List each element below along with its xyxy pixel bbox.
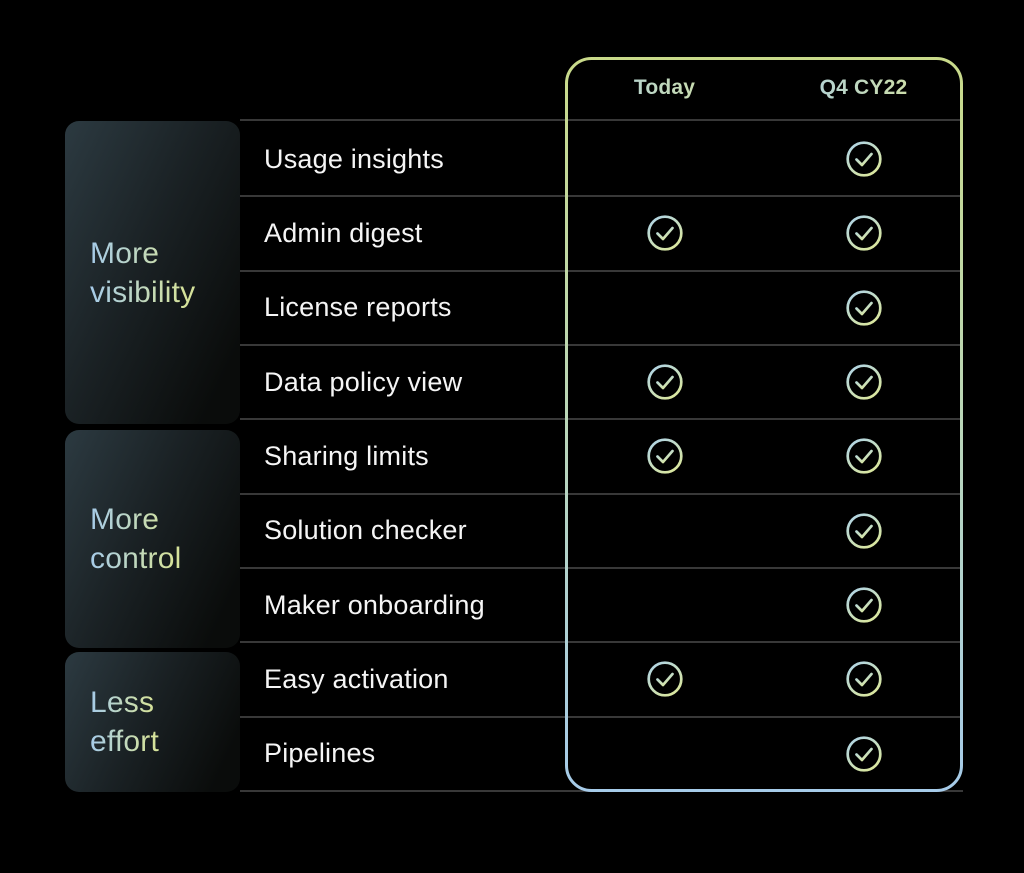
q4-cell xyxy=(764,363,963,401)
category-label: More visibility xyxy=(90,234,195,312)
category-card-more-control: More control xyxy=(65,430,240,648)
feature-label: Maker onboarding xyxy=(264,589,485,620)
table-body: Usage insights Admin digest xyxy=(240,123,963,792)
feature-label: Easy activation xyxy=(264,663,449,694)
q4-cell xyxy=(764,437,963,475)
check-circle-icon xyxy=(646,215,683,252)
q4-cell xyxy=(764,214,963,252)
category-line: effort xyxy=(90,725,160,758)
table-row: Pipelines xyxy=(240,718,963,792)
table-row: Data policy view xyxy=(240,346,963,421)
today-cell xyxy=(565,214,764,252)
check-circle-icon xyxy=(845,661,882,698)
check-circle-icon xyxy=(646,364,683,400)
table-row: Easy activation xyxy=(240,643,963,718)
column-header-q4cy22: Q4 CY22 xyxy=(764,76,963,100)
today-cell xyxy=(565,437,764,475)
today-cell xyxy=(565,363,764,401)
today-cell xyxy=(565,289,764,327)
today-cell xyxy=(565,512,764,550)
check-circle-icon xyxy=(845,513,882,549)
feature-label: Sharing limits xyxy=(264,440,429,471)
category-line: control xyxy=(90,542,182,575)
check-circle-icon xyxy=(646,661,683,698)
feature-label: Data policy view xyxy=(264,366,463,397)
table-row: Sharing limits xyxy=(240,420,963,495)
category-line: visibility xyxy=(90,275,196,309)
q4-cell xyxy=(764,512,963,550)
feature-table: Today Q4 CY22 Usage insights Admin diges… xyxy=(240,57,963,792)
check-circle-icon xyxy=(646,438,683,475)
check-circle-icon xyxy=(845,438,882,475)
feature-label: License reports xyxy=(264,292,452,323)
table-row: Usage insights xyxy=(240,123,963,198)
q4-cell xyxy=(764,289,963,327)
feature-label: Admin digest xyxy=(264,217,423,248)
check-circle-icon xyxy=(845,141,882,177)
today-cell xyxy=(565,586,764,624)
check-circle-icon xyxy=(845,215,882,252)
table-row: Admin digest xyxy=(240,197,963,272)
table-row: Solution checker xyxy=(240,495,963,569)
q4-cell xyxy=(764,586,963,624)
check-circle-icon xyxy=(845,587,882,623)
table-row: Maker onboarding xyxy=(240,569,963,644)
feature-label: Usage insights xyxy=(264,143,444,174)
category-card-more-visibility: More visibility xyxy=(65,121,240,424)
check-circle-icon xyxy=(845,736,882,772)
today-cell xyxy=(565,660,764,698)
feature-label: Pipelines xyxy=(264,738,376,769)
category-label: Less effort xyxy=(90,683,159,761)
category-line: More xyxy=(90,236,160,270)
category-line: More xyxy=(90,503,160,536)
category-card-less-effort: Less effort xyxy=(65,652,240,792)
table-header: Today Q4 CY22 xyxy=(240,57,963,121)
q4-cell xyxy=(764,660,963,698)
q4-cell xyxy=(764,735,963,773)
today-cell xyxy=(565,140,764,178)
category-line: Less xyxy=(90,686,155,719)
check-circle-icon xyxy=(845,290,882,326)
feature-label: Solution checker xyxy=(264,515,467,546)
check-circle-icon xyxy=(845,364,882,400)
category-label: More control xyxy=(90,500,181,578)
column-header-today: Today xyxy=(565,76,764,100)
table-row: License reports xyxy=(240,272,963,346)
q4-cell xyxy=(764,140,963,178)
today-cell xyxy=(565,735,764,773)
